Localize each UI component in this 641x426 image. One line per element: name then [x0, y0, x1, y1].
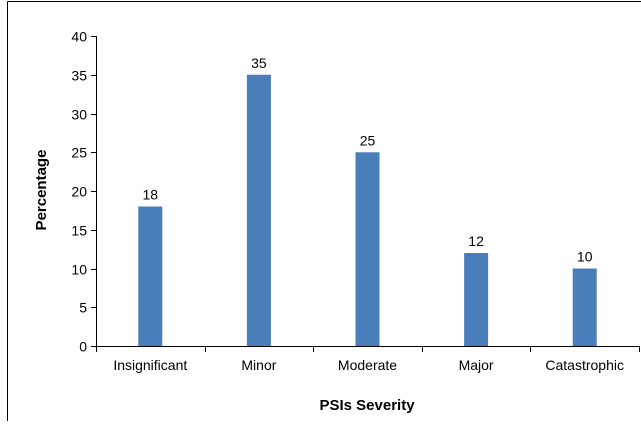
x-tick-label: Minor [241, 357, 276, 373]
y-axis: 0 5 10 15 20 25 30 35 40 [71, 29, 97, 355]
y-tick-label: 30 [71, 107, 87, 123]
bar [138, 206, 163, 346]
x-axis-title: PSIs Severity [319, 397, 415, 414]
y-axis-title: Percentage [33, 150, 50, 231]
y-tick-label: 15 [71, 223, 87, 239]
y-tick-label: 40 [71, 29, 87, 45]
bar [355, 152, 380, 346]
bar [464, 253, 489, 346]
y-tick-label: 5 [79, 300, 87, 316]
data-label: 18 [143, 187, 159, 203]
x-axis: Insignificant Minor Moderate Major Catastrop… [96, 346, 640, 373]
data-labels-group: 18 35 25 12 10 [143, 55, 593, 265]
data-label: 25 [360, 132, 376, 148]
data-label: 12 [468, 233, 484, 249]
y-tick-label: 20 [71, 184, 87, 200]
bars-group [138, 74, 597, 346]
x-tick-label: Catastrophic [545, 357, 624, 373]
y-tick-label: 0 [79, 339, 87, 355]
x-tick-label: Moderate [338, 357, 397, 373]
y-tick-label: 35 [71, 68, 87, 84]
x-tick-label: Major [459, 357, 494, 373]
data-label: 35 [251, 55, 267, 71]
y-tick-label: 25 [71, 145, 87, 161]
data-label: 10 [577, 249, 593, 265]
bar [246, 74, 271, 346]
y-tick-label: 10 [71, 262, 87, 278]
bar [572, 268, 597, 346]
x-tick-label: Insignificant [113, 357, 187, 373]
